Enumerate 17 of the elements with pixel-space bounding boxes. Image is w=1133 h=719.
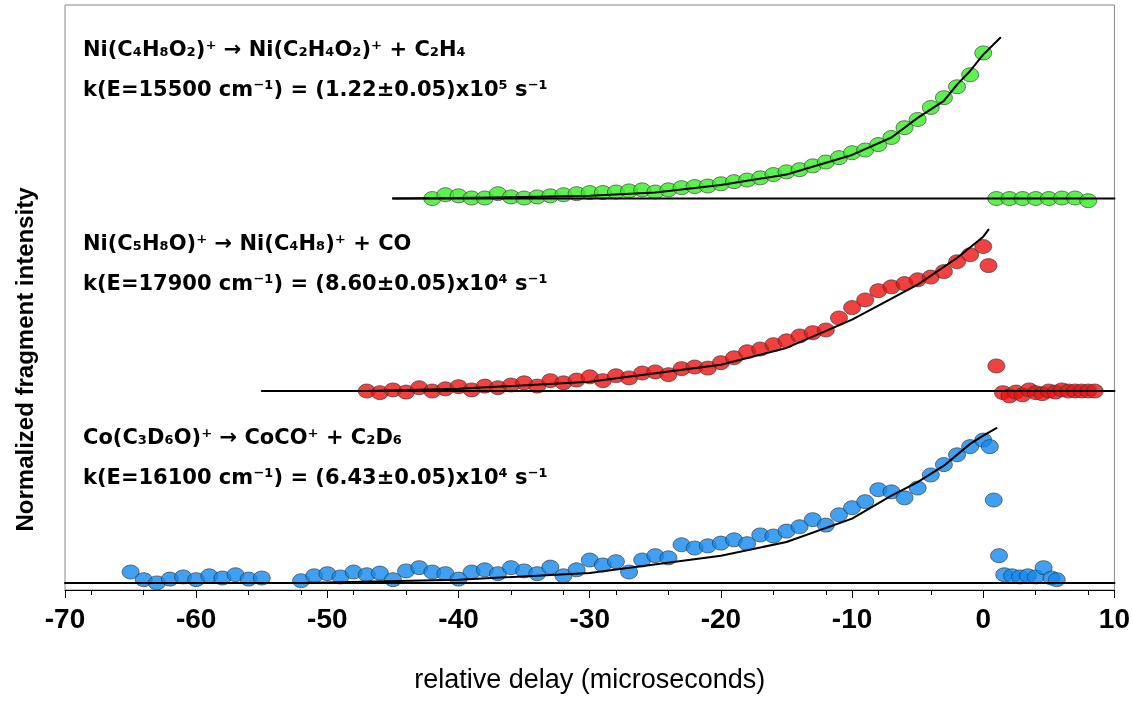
annotation: k(E=16100 cm⁻¹) = (6.43±0.05)x10⁴ s⁻¹	[83, 464, 548, 489]
x-tick-label: 10	[1098, 602, 1131, 634]
x-tick-label: -40	[438, 602, 479, 634]
annotation: k(E=17900 cm⁻¹) = (8.60±0.05)x10⁴ s⁻¹	[83, 270, 548, 295]
annotation: Co(C₃D₆O)⁺ → CoCO⁺ + C₂D₆	[83, 424, 403, 449]
y-axis-title: Normalized fragment intensity	[10, 186, 38, 532]
annotation: Ni(C₅H₈O)⁺ → Ni(C₄H₈)⁺ + CO	[83, 230, 412, 255]
x-tick-label: 0	[975, 602, 992, 634]
x-tick-label: -50	[307, 602, 348, 634]
x-axis-title: relative delay (microseconds)	[414, 663, 766, 694]
annotation: k(E=15500 cm⁻¹) = (1.22±0.05)x10⁵ s⁻¹	[83, 76, 548, 101]
x-tick-label: -20	[700, 602, 742, 634]
x-tick-label: -30	[569, 602, 610, 634]
x-tick-label: -10	[831, 602, 873, 634]
x-tick-label: -60	[175, 602, 217, 634]
x-tick-label: -70	[44, 602, 86, 634]
annotation: Ni(C₄H₈O₂)⁺ → Ni(C₂H₄O₂)⁺ + C₂H₄	[83, 36, 466, 61]
